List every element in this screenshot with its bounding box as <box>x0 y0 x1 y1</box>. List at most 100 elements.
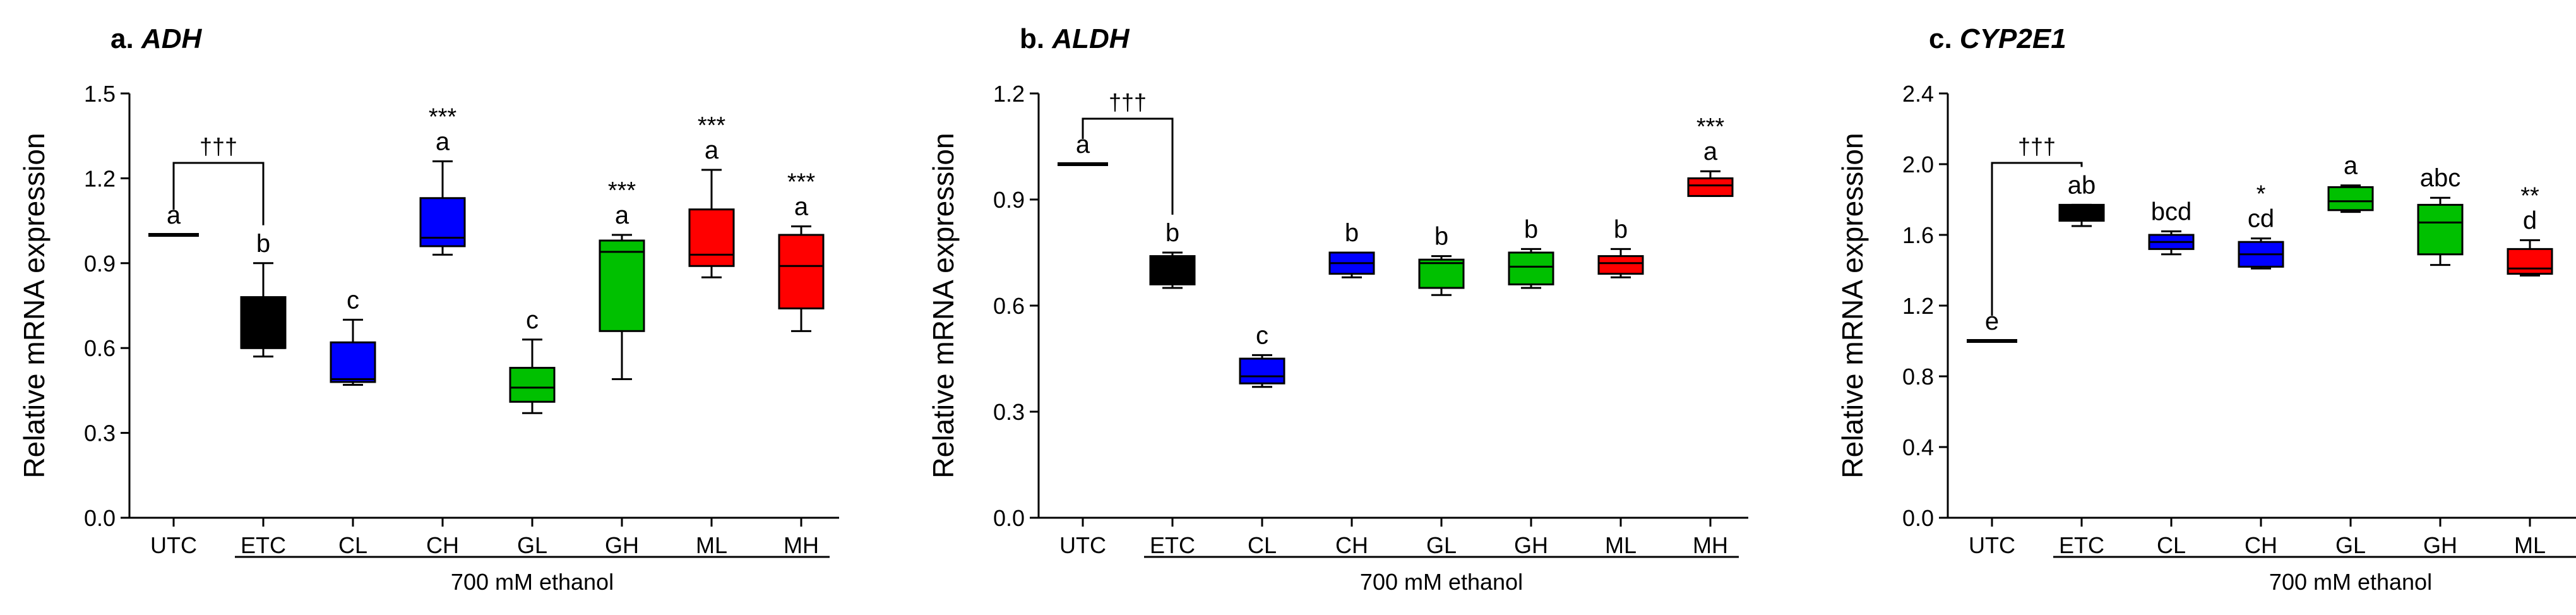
x-tick-label: GH <box>605 532 639 558</box>
significance-letter: c <box>347 286 359 314</box>
x-tick-label: CH <box>426 532 459 558</box>
y-axis-label: Relative mRNA expression <box>18 133 51 478</box>
bracket-label: ††† <box>200 133 237 159</box>
box-body <box>688 208 735 267</box>
significance-letter: a <box>615 201 629 229</box>
panel-adh: a. ADH Relative mRNA expression 0.0 0.3 0.6 0… <box>18 23 839 595</box>
significance-stars: * <box>2257 181 2266 208</box>
x-tick-label: CL <box>1248 532 1277 558</box>
y-tick-label: 0.0 <box>993 505 1025 531</box>
significance-letter: d <box>2523 206 2537 234</box>
comparison-bracket <box>1082 117 1174 215</box>
significance-letter: b <box>256 230 270 258</box>
significance-letter: bcd <box>2151 198 2192 225</box>
gene-name: ADH <box>141 23 203 54</box>
significance-letter: a <box>1703 138 1718 165</box>
significance-letter: ab <box>2068 171 2096 199</box>
y-tick-label: 2.0 <box>1902 152 1934 177</box>
y-tick-label: 1.2 <box>1902 293 1934 319</box>
y-tick-label: 0.3 <box>84 421 116 446</box>
significance-letter: c <box>526 306 539 334</box>
box-body <box>2058 203 2105 222</box>
panel-title: a. ADH <box>110 23 202 54</box>
y-tick-label: 0.4 <box>1902 434 1934 460</box>
box-body <box>1687 177 1734 197</box>
x-tick-label: MH <box>784 532 819 558</box>
significance-letter: a <box>794 193 809 221</box>
box-body <box>1239 357 1285 385</box>
y-tick-label: 1.6 <box>1902 222 1934 248</box>
panel-title: c. CYP2E1 <box>1929 23 2066 54</box>
box-body <box>778 234 825 309</box>
significance-letter: abc <box>2420 164 2461 192</box>
significance-stars: *** <box>1696 114 1725 140</box>
panel-letter: b. <box>1020 23 1052 54</box>
x-tick-label: GH <box>1514 532 1548 558</box>
y-tick-label: 0.3 <box>993 399 1025 425</box>
box-body <box>1418 258 1465 289</box>
x-tick-label: ETC <box>2059 532 2104 558</box>
significance-letter: a <box>2344 152 2358 180</box>
box-body <box>2507 248 2553 275</box>
panel-letter: c. <box>1929 23 1960 54</box>
significance-letter: b <box>1614 215 1628 243</box>
x-tick-label: GL <box>1426 532 1457 558</box>
x-tick-label: GH <box>2423 532 2457 558</box>
y-tick-label: 0.9 <box>84 251 116 277</box>
significance-letter: a <box>705 136 719 164</box>
group-label: 700 mM ethanol <box>2269 569 2432 595</box>
significance-stars: ** <box>2520 182 2539 209</box>
box-body <box>2327 186 2374 212</box>
box-body <box>330 341 376 383</box>
x-tick-label: CH <box>1335 532 1368 558</box>
panel-title: b. ALDH <box>1020 23 1130 54</box>
box-body <box>1597 255 1644 275</box>
significance-letter: b <box>1524 215 1538 243</box>
significance-letter: a <box>167 201 181 229</box>
box-body <box>509 367 556 403</box>
y-tick-label: 0.8 <box>1902 364 1934 390</box>
significance-letter: e <box>1985 308 1999 335</box>
comparison-bracket <box>172 162 265 225</box>
significance-letter: cd <box>2248 205 2274 233</box>
y-tick-label: 2.4 <box>1902 81 1934 107</box>
y-tick-label: 0.9 <box>993 187 1025 213</box>
y-axis-label: Relative mRNA expression <box>927 133 960 478</box>
x-tick-label: CH <box>2245 532 2277 558</box>
significance-letter: a <box>436 128 450 156</box>
box-body <box>419 197 466 248</box>
group-label: 700 mM ethanol <box>451 569 614 595</box>
box-body <box>240 296 287 349</box>
significance-letter: b <box>1345 219 1359 247</box>
gene-name: ALDH <box>1051 23 1130 54</box>
bracket-label: ††† <box>1109 89 1147 115</box>
y-tick-label: 1.2 <box>993 81 1025 107</box>
box-body <box>599 239 645 332</box>
y-tick-label: 1.5 <box>84 81 116 107</box>
y-tick-label: 0.6 <box>84 335 116 361</box>
y-tick-label: 1.2 <box>84 165 116 191</box>
significance-letter: b <box>1434 223 1448 251</box>
significance-stars: *** <box>698 112 726 139</box>
significance-letter: a <box>1076 131 1090 158</box>
x-tick-label: GL <box>2335 532 2366 558</box>
x-tick-label: UTC <box>150 532 197 558</box>
gene-name: CYP2E1 <box>1960 23 2066 54</box>
x-tick-label: CL <box>338 532 367 558</box>
x-tick-label: CL <box>2157 532 2186 558</box>
y-tick-label: 0.0 <box>84 505 116 531</box>
box-body <box>2417 203 2464 256</box>
x-tick-label: UTC <box>1059 532 1106 558</box>
comparison-bracket <box>1991 162 2083 316</box>
x-tick-label: GL <box>517 532 547 558</box>
x-tick-label: UTC <box>1969 532 2015 558</box>
x-tick-label: ML <box>696 532 727 558</box>
significance-stars: *** <box>429 104 457 131</box>
panel-cyp2e1: c. CYP2E1 Relative mRNA expression 0.0 0.4 0… <box>1836 23 2576 595</box>
panel-aldh: b. ALDH Relative mRNA expression 0.0 0.3 0.6… <box>927 23 1748 595</box>
y-tick-label: 0.6 <box>993 293 1025 319</box>
x-tick-label: ML <box>1605 532 1637 558</box>
panel-letter: a. <box>110 23 141 54</box>
x-tick-label: ETC <box>1150 532 1195 558</box>
